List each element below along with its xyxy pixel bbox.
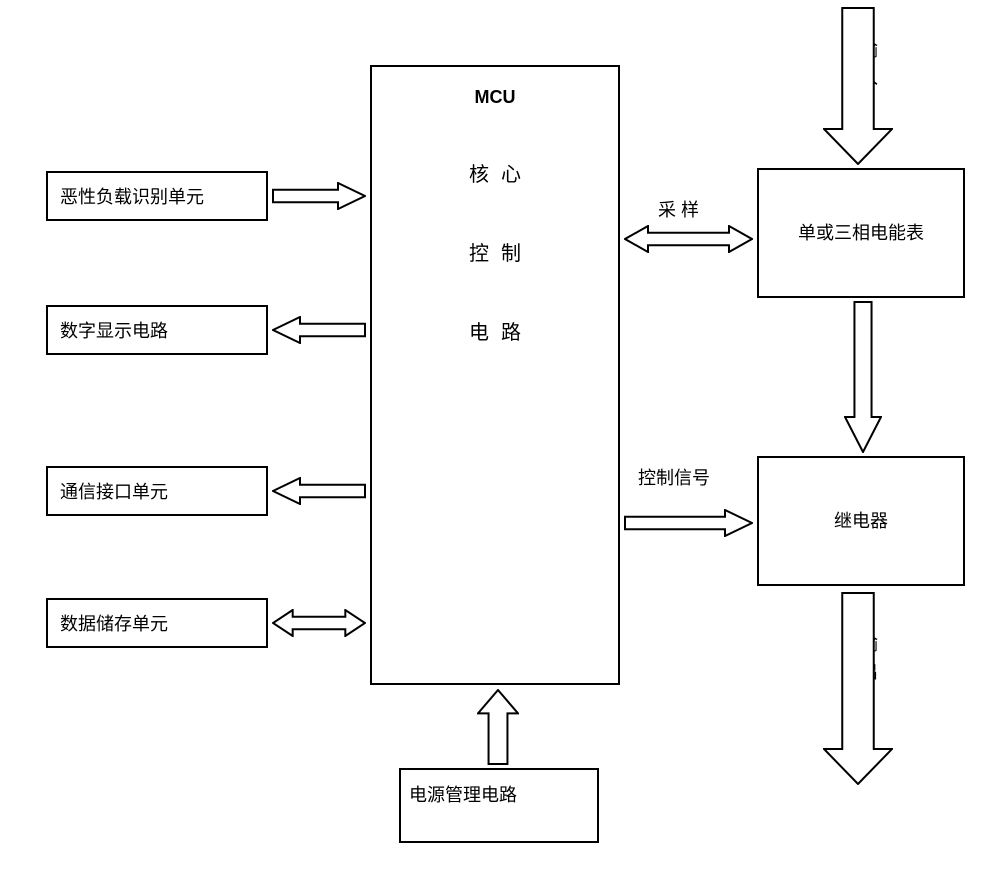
energy-meter-block: 单或三相电能表 (757, 168, 965, 298)
block-label: 恶性负载识别单元 (52, 183, 262, 209)
arrow-down-icon (823, 7, 893, 165)
digital-display-block: 数字显示电路 (46, 305, 268, 355)
block-label: 数据储存单元 (52, 610, 262, 636)
mcu-line2: 控制 (372, 237, 618, 266)
mcu-block: MCU 核心 控制 电路 (370, 65, 620, 685)
sample-label: 采 样 (658, 196, 699, 222)
relay-block: 继电器 (757, 456, 965, 586)
arrow-right-icon (624, 509, 753, 537)
arrow-double-h-icon (272, 609, 366, 637)
arrow-left-icon (272, 316, 366, 344)
block-label: 数字显示电路 (52, 317, 262, 343)
control-label: 控制信号 (638, 467, 722, 490)
arrow-down-icon (823, 592, 893, 785)
mcu-line1: 核心 (372, 158, 618, 187)
arrow-up-icon (477, 689, 519, 765)
mcu-line3: 电路 (372, 316, 618, 345)
block-label: 继电器 (834, 508, 888, 535)
comm-interface-block: 通信接口单元 (46, 466, 268, 516)
block-label: 单或三相电能表 (798, 220, 924, 247)
arrow-double-h-icon (624, 225, 753, 253)
arrow-right-icon (272, 182, 366, 210)
power-mgmt-block: 电源管理电路 (399, 768, 599, 843)
data-storage-block: 数据储存单元 (46, 598, 268, 648)
arrow-left-icon (272, 477, 366, 505)
block-label: 通信接口单元 (52, 478, 262, 504)
block-label: 电源管理电路 (405, 774, 521, 817)
arrow-down-icon (844, 301, 882, 453)
mcu-title: MCU (372, 87, 618, 108)
malicious-load-block: 恶性负载识别单元 (46, 171, 268, 221)
